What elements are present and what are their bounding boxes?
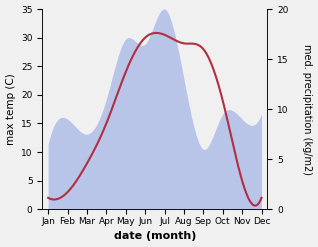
Y-axis label: max temp (C): max temp (C) <box>5 73 16 145</box>
Y-axis label: med. precipitation (kg/m2): med. precipitation (kg/m2) <box>302 44 313 175</box>
X-axis label: date (month): date (month) <box>114 231 196 242</box>
